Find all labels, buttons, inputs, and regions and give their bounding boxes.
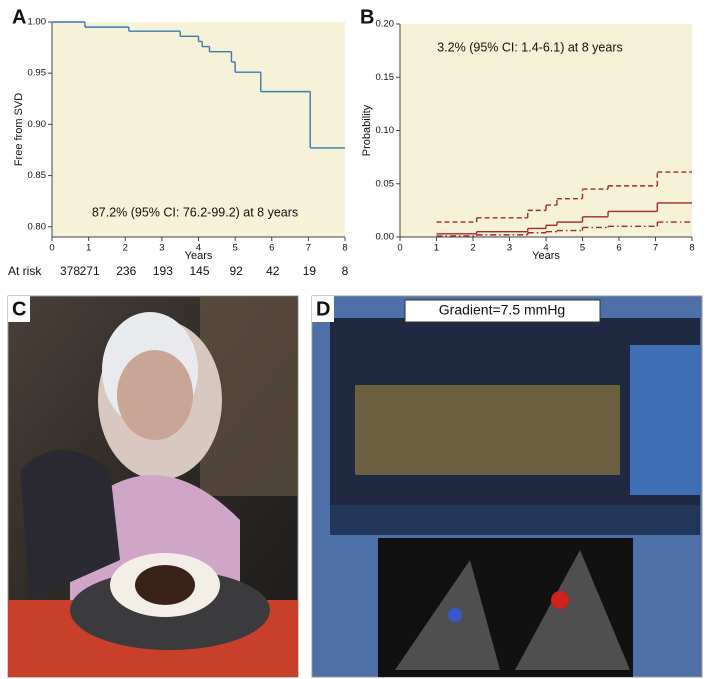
x-tick-label: 3: [159, 243, 164, 254]
at-risk-value: 8: [342, 264, 349, 278]
y-tick-label: 0.80: [28, 221, 47, 232]
annotation: 87.2% (95% CI: 76.2-99.2) at 8 years: [92, 205, 298, 219]
x-tick-label: 3: [507, 243, 512, 254]
label-bg: [8, 296, 30, 322]
x-tick-label: 8: [689, 243, 694, 254]
x-tick-label: 7: [653, 243, 658, 254]
photo-d: Gradient=7.5 mmHg: [311, 295, 703, 678]
x-tick-label: 4: [543, 243, 548, 254]
at-risk-value: 236: [116, 264, 136, 278]
y-tick-label: 0.90: [28, 119, 47, 130]
y-axis-label: Probability: [361, 104, 373, 156]
x-tick-label: 8: [342, 243, 347, 254]
at-risk-value: 271: [80, 264, 100, 278]
x-tick-label: 1: [434, 243, 439, 254]
y-tick-label: 0.95: [28, 68, 47, 79]
gradient-label: Gradient=7.5 mmHg: [439, 302, 565, 318]
plot-area: [52, 22, 345, 237]
x-tick-label: 0: [49, 243, 54, 254]
at-risk-label: At risk: [8, 264, 42, 278]
y-tick-label: 0.20: [376, 19, 395, 30]
x-tick-label: 4: [196, 243, 201, 254]
panel-label: A: [12, 6, 26, 28]
panel-label: B: [360, 6, 374, 28]
at-risk-value: 92: [229, 264, 243, 278]
x-tick-label: 7: [306, 243, 311, 254]
x-tick-label: 2: [470, 243, 475, 254]
panel-label: C: [12, 298, 26, 320]
at-risk-value: 145: [189, 264, 209, 278]
x-axis-label: Years: [532, 250, 560, 262]
at-risk-value: 42: [266, 264, 280, 278]
x-tick-label: 5: [580, 243, 585, 254]
at-risk-value: 19: [303, 264, 317, 278]
x-tick-label: 6: [269, 243, 274, 254]
y-tick-label: 0.10: [376, 125, 395, 136]
x-axis-label: Years: [185, 250, 213, 262]
y-axis-label: Free from SVD: [13, 93, 25, 166]
y-tick-label: 1.00: [28, 17, 47, 28]
x-tick-label: 0: [397, 243, 402, 254]
y-tick-label: 0.15: [376, 72, 395, 83]
panel-label: D: [316, 298, 330, 320]
at-risk-value: 193: [153, 264, 173, 278]
label-bg: [312, 296, 334, 322]
y-tick-label: 0.85: [28, 170, 47, 181]
x-tick-label: 6: [616, 243, 621, 254]
x-tick-label: 2: [123, 243, 128, 254]
at-risk-value: 378: [60, 264, 80, 278]
photo-c: [7, 295, 299, 678]
annotation: 3.2% (95% CI: 1.4-6.1) at 8 years: [437, 40, 623, 54]
y-tick-label: 0.05: [376, 178, 395, 189]
y-tick-label: 0.00: [376, 232, 395, 243]
plot-area: [400, 24, 692, 237]
x-tick-label: 5: [232, 243, 237, 254]
x-tick-label: 1: [86, 243, 91, 254]
